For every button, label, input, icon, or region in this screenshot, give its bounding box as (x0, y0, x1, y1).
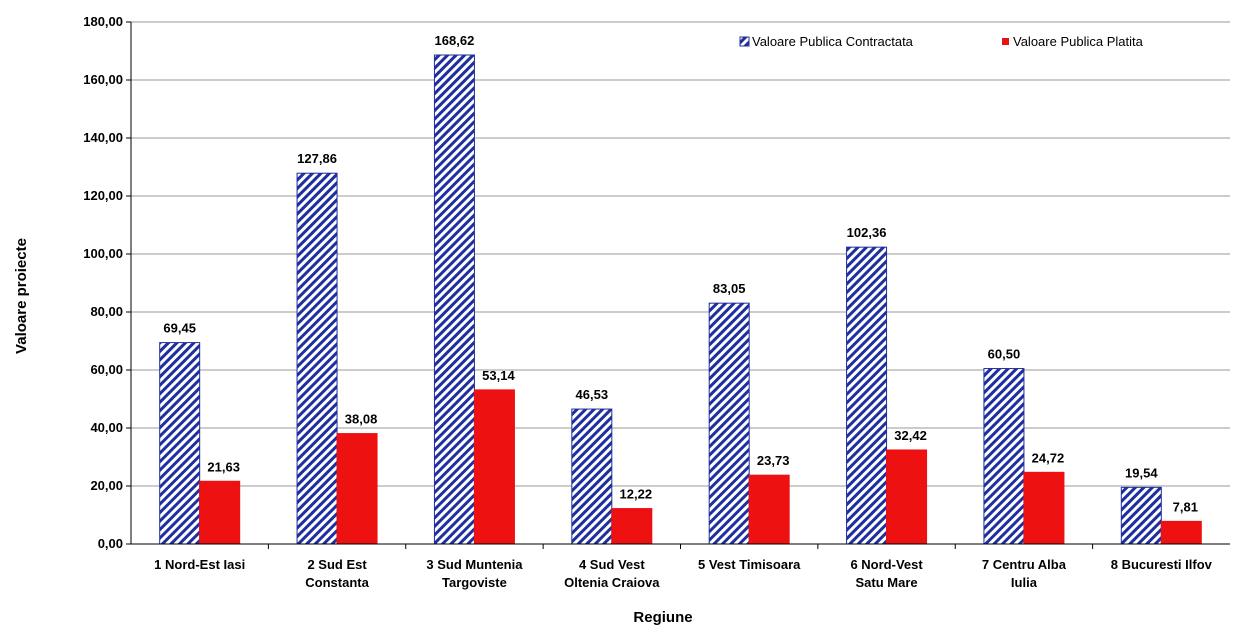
data-label: 23,73 (757, 453, 790, 468)
y-tick-label: 0,00 (98, 536, 123, 551)
x-tick-label: 3 Sud Muntenia (426, 557, 523, 572)
legend-swatch-platita (1002, 38, 1009, 45)
data-label: 7,81 (1173, 499, 1198, 514)
y-tick-label: 180,00 (83, 14, 123, 29)
x-tick-label: Targoviste (442, 575, 507, 590)
y-tick-label: 120,00 (83, 188, 123, 203)
data-label: 19,54 (1125, 465, 1158, 480)
data-label: 38,08 (345, 412, 378, 427)
data-label: 53,14 (482, 368, 515, 383)
bar-contractata (983, 368, 1025, 545)
bar-platita (748, 474, 790, 545)
bar-platita (886, 449, 928, 545)
bar-contractata (296, 172, 338, 545)
data-label: 32,42 (894, 428, 927, 443)
data-label: 60,50 (988, 347, 1021, 362)
x-tick-label: Oltenia Craiova (564, 575, 660, 590)
x-tick-label: Iulia (1011, 575, 1038, 590)
y-tick-label: 100,00 (83, 246, 123, 261)
axes: 0,00 20,00 40,00 60,00 80,00 100,00 120,00 140,… (83, 14, 1230, 590)
data-label: 46,53 (576, 387, 609, 402)
bar-platita (611, 508, 653, 545)
bar-platita (1023, 471, 1065, 545)
data-label: 24,72 (1032, 450, 1065, 465)
x-tick-label: Satu Mare (855, 575, 917, 590)
data-label: 83,05 (713, 281, 746, 296)
bar-platita (473, 389, 515, 545)
bar-contractata (708, 302, 750, 545)
data-label: 127,86 (297, 151, 337, 166)
y-tick-label: 40,00 (90, 420, 123, 435)
x-tick-label: 5 Vest Timisoara (698, 557, 801, 572)
x-tick-label: 8 Bucuresti Ilfov (1111, 557, 1213, 572)
legend: Valoare Publica Contractata Valoare Publi… (739, 34, 1144, 49)
bar-contractata (846, 246, 888, 545)
data-label: 102,36 (847, 225, 887, 240)
bar-contractata (159, 342, 201, 545)
y-tick-label: 160,00 (83, 72, 123, 87)
y-tick-label: 80,00 (90, 304, 123, 319)
data-label: 12,22 (620, 487, 653, 502)
x-tick-label: 6 Nord-Vest (850, 557, 923, 572)
data-label: 21,63 (207, 459, 240, 474)
gridlines (131, 21, 1230, 487)
data-label: 168,62 (435, 33, 475, 48)
bar-platita (199, 480, 241, 545)
bar-platita (336, 433, 378, 545)
y-tick-label: 60,00 (90, 362, 123, 377)
bar-contractata (433, 54, 475, 545)
x-tick-label: 2 Sud Est (307, 557, 367, 572)
y-tick-label: 140,00 (83, 130, 123, 145)
x-tick-label: 4 Sud Vest (579, 557, 645, 572)
legend-label-platita: Valoare Publica Platita (1013, 34, 1144, 49)
x-tick-label: Constanta (305, 575, 369, 590)
bar-contractata (571, 408, 613, 545)
x-tick-label: 1 Nord-Est Iasi (154, 557, 245, 572)
y-tick-label: 20,00 (90, 478, 123, 493)
bar-platita (1160, 520, 1202, 545)
x-axis-title: Regiune (633, 609, 692, 626)
bar-contractata (1120, 486, 1162, 545)
bars (159, 54, 1202, 545)
x-tick-label: 7 Centru Alba (982, 557, 1067, 572)
data-labels: 69,45 21,63 127,86 38,08 168,62 53,14 46,53 12,… (163, 33, 1198, 514)
data-label: 69,45 (163, 321, 196, 336)
y-axis-title: Valoare proiecte (13, 238, 30, 354)
legend-label-contractata: Valoare Publica Contractata (752, 34, 914, 49)
legend-swatch-contractata (739, 36, 750, 47)
